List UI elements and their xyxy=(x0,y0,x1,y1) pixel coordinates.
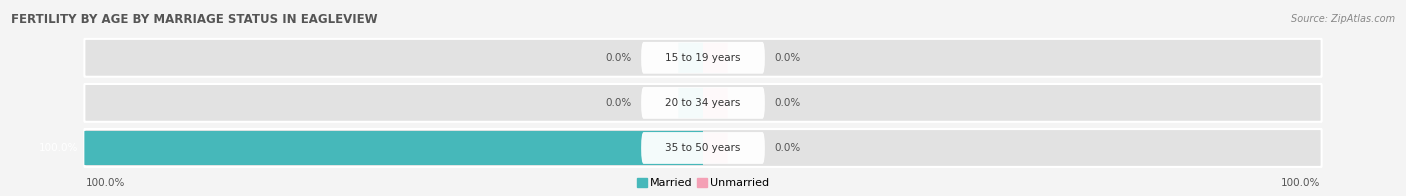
FancyBboxPatch shape xyxy=(703,133,728,163)
FancyBboxPatch shape xyxy=(678,43,703,73)
FancyBboxPatch shape xyxy=(84,84,1322,122)
Text: 0.0%: 0.0% xyxy=(775,143,800,153)
Text: 0.0%: 0.0% xyxy=(775,53,800,63)
FancyBboxPatch shape xyxy=(84,129,1322,167)
FancyBboxPatch shape xyxy=(641,42,765,74)
Text: 100.0%: 100.0% xyxy=(1281,178,1320,188)
FancyBboxPatch shape xyxy=(641,87,765,119)
FancyBboxPatch shape xyxy=(641,132,765,164)
Text: 0.0%: 0.0% xyxy=(606,53,631,63)
Text: 100.0%: 100.0% xyxy=(86,178,125,188)
Text: 0.0%: 0.0% xyxy=(775,98,800,108)
FancyBboxPatch shape xyxy=(678,88,703,118)
Text: Source: ZipAtlas.com: Source: ZipAtlas.com xyxy=(1291,14,1395,24)
FancyBboxPatch shape xyxy=(703,88,728,118)
FancyBboxPatch shape xyxy=(84,39,1322,77)
Legend: Married, Unmarried: Married, Unmarried xyxy=(633,174,773,193)
Text: 100.0%: 100.0% xyxy=(39,143,79,153)
Text: 35 to 50 years: 35 to 50 years xyxy=(665,143,741,153)
FancyBboxPatch shape xyxy=(703,43,728,73)
Text: 15 to 19 years: 15 to 19 years xyxy=(665,53,741,63)
Text: 20 to 34 years: 20 to 34 years xyxy=(665,98,741,108)
Text: FERTILITY BY AGE BY MARRIAGE STATUS IN EAGLEVIEW: FERTILITY BY AGE BY MARRIAGE STATUS IN E… xyxy=(11,13,378,26)
Text: 0.0%: 0.0% xyxy=(606,98,631,108)
FancyBboxPatch shape xyxy=(84,131,703,165)
